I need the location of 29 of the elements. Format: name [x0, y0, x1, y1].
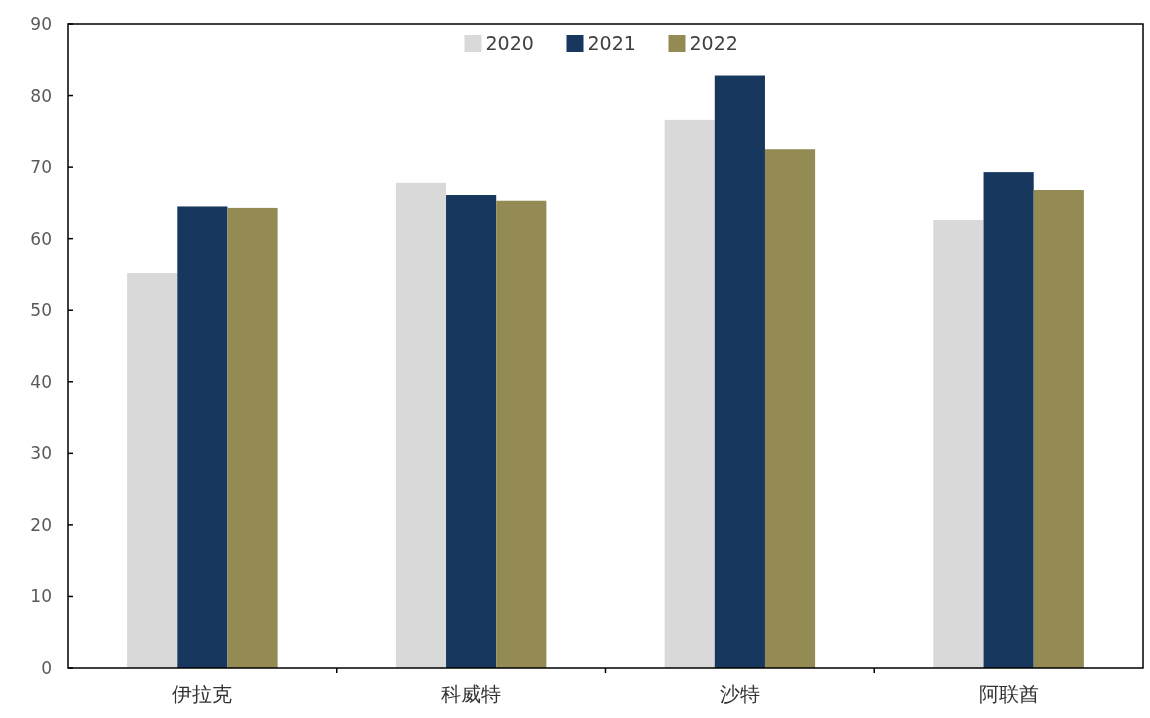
- bar: [177, 206, 228, 668]
- x-tick-label: 伊拉克: [172, 682, 233, 706]
- y-tick-label: 60: [30, 228, 52, 249]
- bar: [764, 149, 816, 668]
- bar: [395, 182, 447, 668]
- x-tick-label: 科威特: [441, 682, 502, 706]
- y-tick-label: 50: [30, 300, 52, 321]
- x-tick-label: 沙特: [719, 682, 760, 706]
- bar: [983, 172, 1034, 668]
- legend-label: 2020: [485, 32, 534, 54]
- x-tick-label: 阿联酋: [978, 682, 1039, 706]
- y-tick-label: 70: [30, 157, 52, 178]
- bar: [714, 75, 765, 668]
- y-tick-label: 90: [30, 14, 52, 34]
- bar: [446, 195, 497, 668]
- legend-label: 2022: [689, 32, 738, 54]
- bar: [227, 207, 278, 668]
- y-tick-label: 20: [30, 514, 52, 535]
- y-tick-label: 30: [30, 443, 52, 464]
- legend-label: 2021: [587, 32, 636, 54]
- bar: [664, 119, 715, 668]
- y-tick-label: 0: [41, 658, 52, 678]
- y-tick-label: 80: [30, 85, 52, 106]
- bar: [1033, 190, 1084, 668]
- y-tick-label: 40: [30, 371, 52, 392]
- bar: [496, 200, 547, 668]
- bar: [127, 273, 178, 668]
- y-tick-label: 10: [30, 586, 52, 607]
- bar: [933, 220, 984, 668]
